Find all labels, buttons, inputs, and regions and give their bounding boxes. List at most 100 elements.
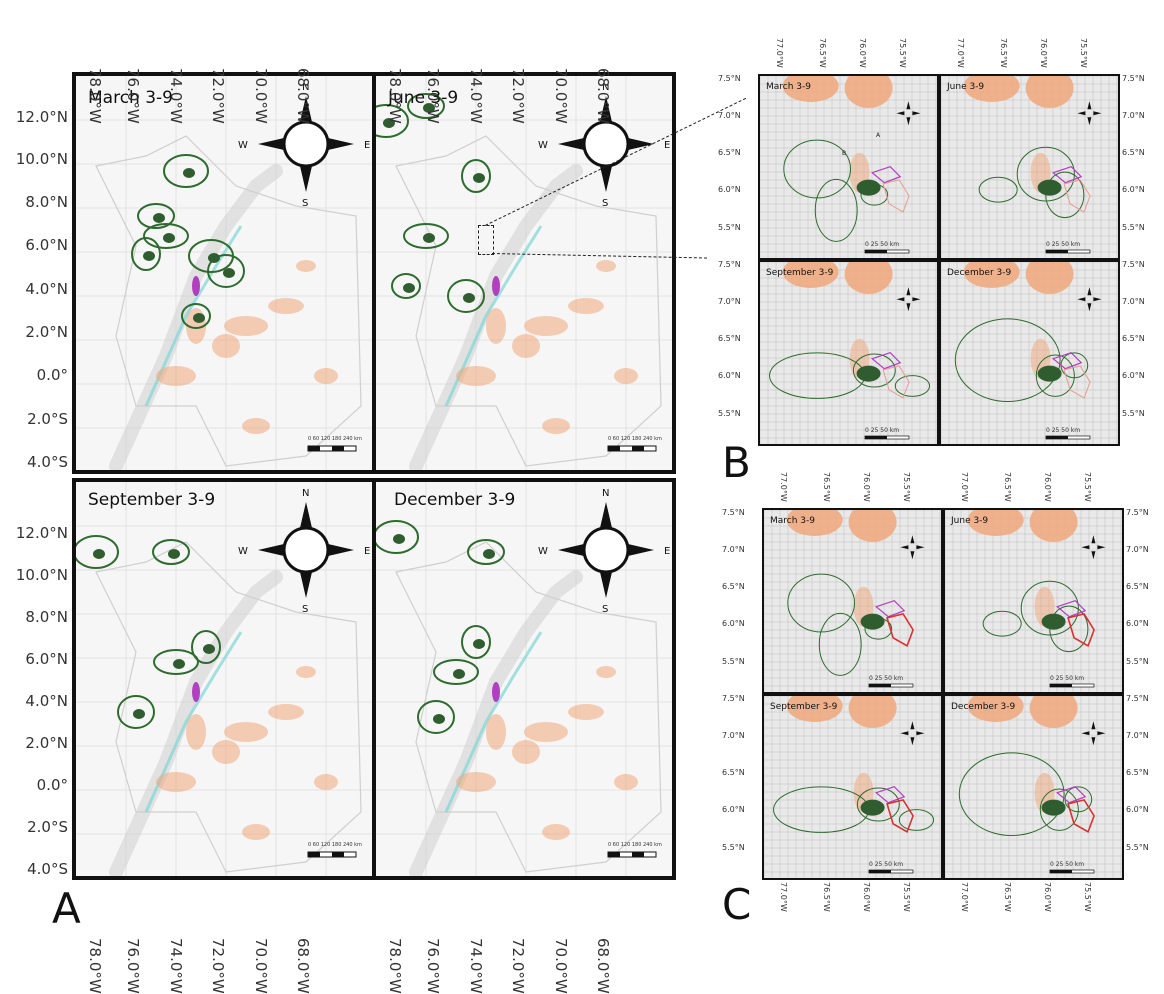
inset-graphic: 0 25 50 km [764, 510, 941, 692]
contour-core [860, 613, 885, 630]
map-march-a: N S E W 0 60 120 180 240 km March 3-9 [72, 72, 376, 474]
south-arrow-icon [910, 551, 915, 560]
contour-line [76, 535, 119, 569]
contour-core [1041, 799, 1066, 816]
lat-tick-label: 6.0°N [25, 236, 68, 254]
east-arrow-icon [1093, 297, 1102, 302]
lon-tick-label: 68.0°W [294, 938, 312, 994]
contour-core [203, 644, 215, 654]
lat-tick-label: 6.5°N [718, 334, 741, 344]
orange-patch [512, 334, 540, 358]
orange-patch [314, 368, 338, 384]
contour-line [856, 787, 900, 822]
contour-core [1037, 365, 1062, 382]
contour-line [403, 223, 449, 249]
scale-bar-label: 0 25 50 km [1046, 427, 1080, 434]
south-arrow-icon [910, 737, 915, 746]
lon-tick-label: 78.0°W [86, 938, 104, 994]
south-arrow-icon [906, 117, 911, 126]
compass-icon [1077, 287, 1102, 312]
magenta-area [192, 682, 200, 702]
orange-patch [512, 740, 540, 764]
contour-core [168, 549, 180, 559]
compass-label-s: S [302, 198, 308, 209]
orange-patch [596, 666, 616, 678]
country-outline [395, 541, 662, 873]
scale-bar: 0 60 120 180 240 km [307, 436, 362, 452]
lat-tick-label: 12.0°N [15, 524, 68, 542]
orange-patch [296, 666, 316, 678]
lon-tick-label: 70.0°W [252, 68, 270, 124]
scale-bar-label: 0 25 50 km [1046, 241, 1080, 248]
contour-core [433, 714, 445, 724]
contour-core [183, 168, 195, 178]
contour-line [447, 279, 485, 313]
west-arrow-icon [896, 111, 905, 116]
compass-icon [900, 535, 925, 560]
lat-tick-label: 10.0°N [15, 566, 68, 584]
east-arrow-icon [1097, 545, 1106, 550]
lon-tick-label: 76.0°W [1042, 472, 1052, 502]
inset-title: September 3-9 [766, 268, 834, 278]
compass-label-s: S [302, 604, 308, 615]
compass-label-n: N [302, 82, 309, 93]
lat-tick-label: 6.5°N [718, 148, 741, 158]
orange-patch [456, 772, 496, 792]
lat-tick-label: 6.0°N [722, 805, 745, 815]
lon-tick-label: 68.0°W [594, 68, 612, 124]
map-a-graphic: N S E W 0 60 120 180 240 km [376, 482, 672, 876]
inset-graphic: 0 25 50 km [760, 76, 937, 258]
lon-tick-label: 76.5°W [1003, 882, 1013, 912]
contour-core [208, 253, 220, 263]
lon-tick-label: 75.5°W [1082, 472, 1092, 502]
red-area [1067, 798, 1095, 834]
lat-tick-label: 6.5°N [1122, 148, 1145, 158]
contour-core [856, 365, 881, 382]
contour-core [403, 283, 415, 293]
contour-core [856, 179, 881, 196]
magenta-area [192, 276, 200, 296]
contour-line [898, 809, 935, 831]
lon-tick-label: 77.0°W [778, 882, 788, 912]
country-outline [95, 541, 362, 873]
contour-line [181, 303, 211, 329]
lat-tick-label: 4.0°S [27, 453, 68, 471]
figure-letter-c: C [722, 880, 752, 929]
contour-core [393, 534, 405, 544]
magenta-area [492, 682, 500, 702]
west-arrow-icon [1081, 545, 1090, 550]
east-arrow-icon [1097, 731, 1106, 736]
east-arrow-icon [628, 544, 654, 556]
compass-label-n: N [602, 488, 609, 499]
west-arrow-icon [1081, 731, 1090, 736]
west-arrow-icon [1077, 111, 1086, 116]
lon-tick-label: 76.5°W [818, 38, 828, 68]
contour-core [383, 118, 395, 128]
contour-core [483, 549, 495, 559]
contour-core [423, 103, 435, 113]
west-arrow-icon [258, 544, 284, 556]
orange-patch [486, 714, 506, 750]
compass-label-s: S [602, 198, 608, 209]
lon-tick-label: 75.5°W [897, 38, 907, 68]
lon-tick-label: 76.0°W [857, 38, 867, 68]
contour-line [461, 159, 491, 193]
lon-tick-label: 72.0°W [209, 938, 227, 994]
compass-icon: N S E W [238, 488, 370, 615]
lon-tick-label: 78.0°W [386, 938, 404, 994]
lat-tick-label: 7.0°N [1126, 730, 1149, 740]
map-september-a: N S E W 0 60 120 180 240 km September 3-9 [72, 478, 376, 880]
orange-patch [186, 714, 206, 750]
lat-tick-label: 6.0°N [1126, 619, 1149, 629]
lat-tick-label: 5.5°N [722, 842, 745, 852]
magenta-area [875, 786, 906, 804]
scale-bar-label: 0 25 50 km [1050, 861, 1084, 868]
inset-map: 0 25 50 km December 3-9 [943, 694, 1124, 880]
lat-tick-label: 4.0°N [25, 692, 68, 710]
contour-line [191, 630, 221, 664]
orange-patch [963, 76, 1020, 102]
cyan-highlands [444, 225, 543, 407]
contour-line [433, 659, 479, 685]
north-arrow-icon [910, 535, 915, 544]
lat-tick-label: 7.0°N [722, 730, 745, 740]
